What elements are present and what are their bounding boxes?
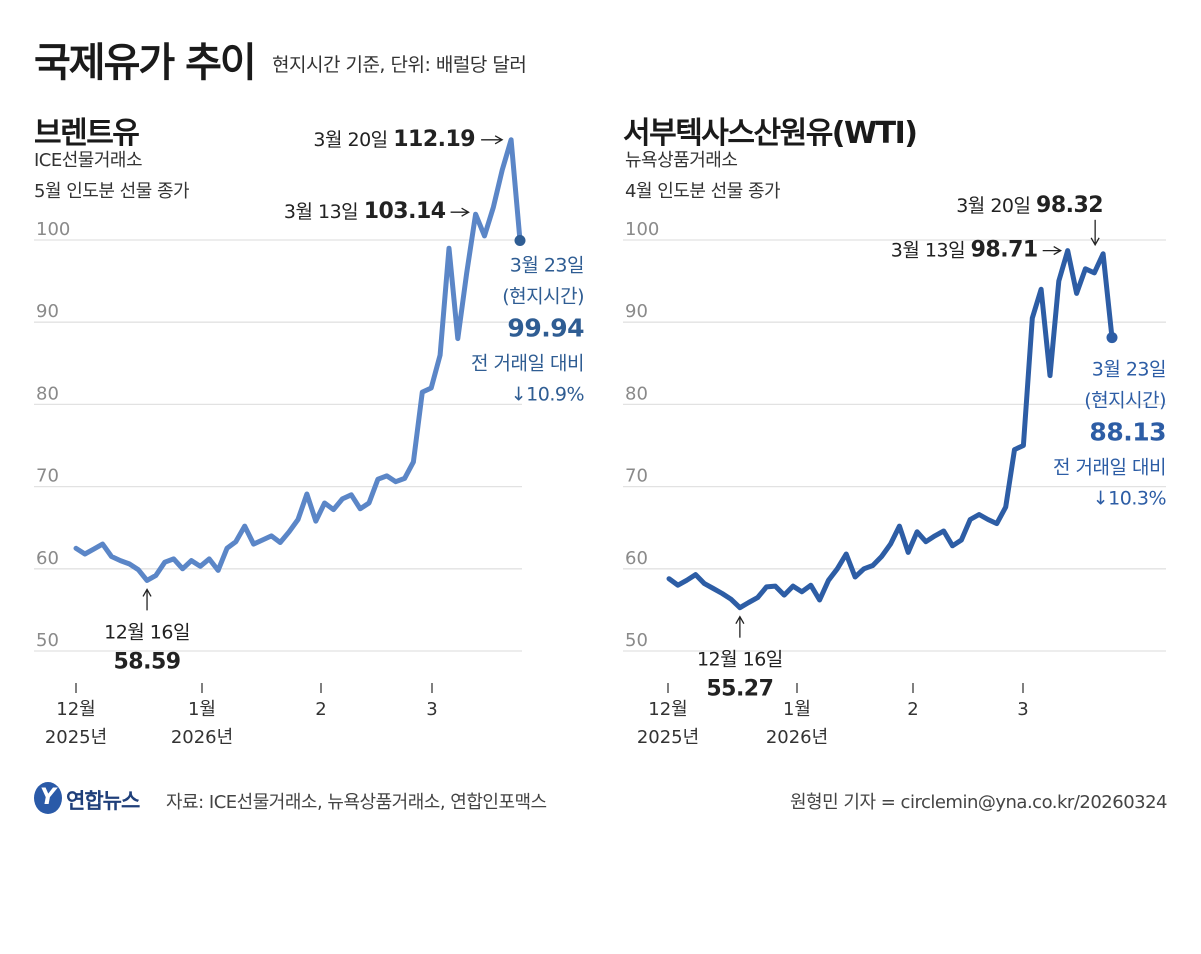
brent-ytick-label: 100 <box>36 219 70 240</box>
brent-xtick-label: 12월 <box>56 699 95 720</box>
source-text: 자료: ICE선물거래소, 뉴욕상품거래소, 연합인포맥스 <box>166 792 547 813</box>
brent-peak2-date: 3월 20일 <box>313 129 393 151</box>
yonhap-logo-icon: Y <box>34 782 62 814</box>
brent-peak1-arrowhead <box>461 207 470 217</box>
wti-ytick-label: 60 <box>625 548 648 569</box>
brent-subtitle-2: 5월 인도분 선물 종가 <box>34 181 190 202</box>
wti-last-date: 3월 23일 <box>1092 359 1166 381</box>
wti-peak2-date: 3월 20일 <box>956 195 1036 217</box>
wti-xtick-label: 3 <box>1017 699 1028 720</box>
brent-peak2-value: 112.19 <box>393 127 475 152</box>
wti-peak2-value: 98.32 <box>1036 193 1103 218</box>
page-title: 국제유가 추이 <box>34 40 257 86</box>
brent-last-change: ↓10.9% <box>511 383 584 405</box>
wti-xtick-year: 2026년 <box>766 727 828 748</box>
credit-text: 원형민 기자 = circlemin@yna.co.kr/20260324 <box>790 792 1168 813</box>
brent-low-date: 12월 16일 <box>104 621 190 643</box>
wti-last-note: (현지시간) <box>1084 390 1166 412</box>
wti-subtitle-1: 뉴욕상품거래소 <box>625 150 738 171</box>
wti-last-value: 88.13 <box>1089 418 1166 447</box>
brent-ytick-label: 50 <box>36 630 59 651</box>
brent-xtick-label: 3 <box>426 699 437 720</box>
brent-last-note: (현지시간) <box>502 285 584 307</box>
wti-peak2-label: 3월 20일 98.32 <box>956 193 1103 218</box>
wti-ytick-label: 70 <box>625 466 648 487</box>
wti-xtick-label: 12월 <box>648 699 687 720</box>
wti-ytick-label: 80 <box>625 383 648 404</box>
brent-subtitle-1: ICE선물거래소 <box>34 150 143 171</box>
wti-low-value: 55.27 <box>706 677 773 702</box>
brent-peak1-value: 103.14 <box>364 199 446 224</box>
wti-ytick-label: 100 <box>625 219 659 240</box>
brent-last-compare: 전 거래일 대비 <box>471 352 584 374</box>
yonhap-logo: Y 연합뉴스 <box>34 782 154 816</box>
brent-last-value: 99.94 <box>507 313 584 342</box>
brent-chart-title: 브렌트유 <box>34 116 140 151</box>
wti-peak1-date: 3월 13일 <box>891 240 971 262</box>
brent-low-value: 58.59 <box>113 649 180 674</box>
brent-ytick-label: 60 <box>36 548 59 569</box>
brent-peak2-label: 3월 20일 112.19 <box>313 127 475 152</box>
wti-last-compare: 전 거래일 대비 <box>1053 457 1166 479</box>
brent-peak1-label: 3월 13일 103.14 <box>284 199 446 224</box>
brent-xtick-label: 2 <box>315 699 326 720</box>
wti-ytick-label: 50 <box>625 630 648 651</box>
brent-xtick-year: 2025년 <box>45 727 107 748</box>
wti-subtitle-2: 4월 인도분 선물 종가 <box>625 181 781 202</box>
brent-ytick-label: 80 <box>36 383 59 404</box>
wti-low-date: 12월 16일 <box>697 649 783 671</box>
wti-low-arrowhead <box>735 615 745 625</box>
wti-peak1-arrowhead <box>1053 246 1063 256</box>
brent-xtick-year: 2026년 <box>171 727 233 748</box>
wti-xtick-year: 2025년 <box>637 727 699 748</box>
brent-peak1-date: 3월 13일 <box>284 201 364 223</box>
brent-series-line <box>73 137 523 583</box>
page-subtitle: 현지시간 기준, 단위: 배럴당 달러 <box>272 54 527 76</box>
wti-chart-title: 서부텍사스산원유(WTI) <box>623 116 918 151</box>
brent-ytick-label: 70 <box>36 466 59 487</box>
wti-peak2-arrowhead <box>1090 237 1100 247</box>
brent-last-date: 3월 23일 <box>510 254 584 276</box>
wti-xtick-label: 1월 <box>783 699 811 720</box>
wti-last-point <box>1106 332 1118 344</box>
brent-xtick-label: 1월 <box>188 699 216 720</box>
wti-peak1-label: 3월 13일 98.71 <box>891 238 1038 263</box>
wti-series-line <box>666 248 1115 611</box>
wti-last-change: ↓10.3% <box>1093 488 1166 510</box>
brent-peak2-arrowhead <box>494 135 504 145</box>
wti-peak1-value: 98.71 <box>971 238 1038 263</box>
wti-ytick-label: 90 <box>625 301 648 322</box>
wti-xtick-label: 2 <box>907 699 918 720</box>
brent-ytick-label: 90 <box>36 301 59 322</box>
brent-last-point <box>514 234 526 246</box>
yonhap-logo-text: 연합뉴스 <box>66 789 140 813</box>
brent-low-arrowhead <box>142 588 152 597</box>
